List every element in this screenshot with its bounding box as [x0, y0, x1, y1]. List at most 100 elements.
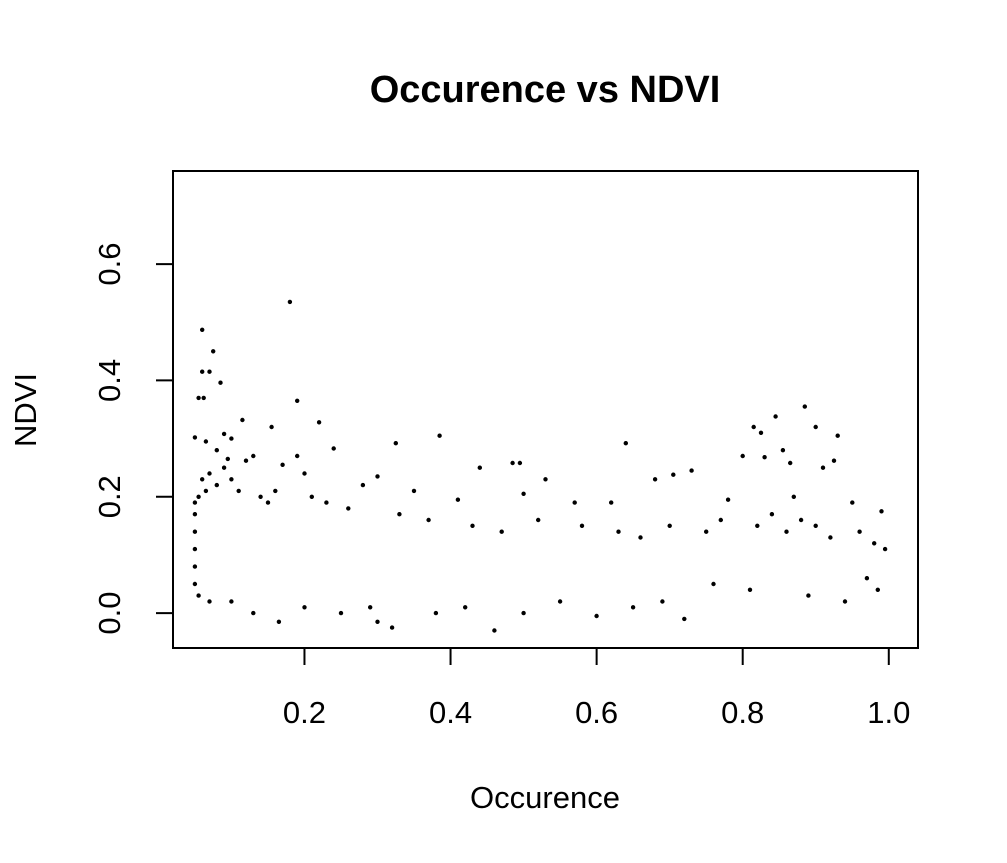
- data-point: [682, 616, 687, 622]
- data-point: [192, 529, 198, 534]
- data-point: [791, 494, 796, 499]
- data-point: [331, 446, 336, 451]
- data-point: [798, 517, 804, 523]
- data-point: [360, 482, 366, 488]
- data-point: [225, 456, 231, 462]
- data-point: [492, 628, 497, 633]
- data-point: [671, 472, 676, 477]
- data-point: [802, 404, 807, 409]
- x-axis-label: Occurence: [470, 780, 620, 815]
- data-point: [594, 613, 599, 619]
- x-tick-label: 0.6: [575, 695, 618, 730]
- data-point: [207, 369, 212, 374]
- y-tick-label: 0.4: [92, 359, 127, 402]
- data-point: [535, 517, 541, 523]
- data-point: [725, 497, 731, 502]
- data-point: [302, 605, 307, 610]
- data-point: [276, 619, 282, 624]
- x-axis: 0.2 0.4 0.6 0.8 1.0: [283, 647, 910, 730]
- x-tick-label: 1.0: [867, 695, 910, 730]
- data-point: [287, 299, 293, 305]
- y-tick-label: 0.2: [92, 475, 127, 518]
- data-point: [638, 535, 643, 540]
- data-point: [214, 482, 220, 488]
- data-point: [368, 605, 373, 610]
- data-point: [499, 529, 504, 534]
- data-point: [784, 529, 789, 534]
- data-point: [411, 488, 417, 494]
- x-tick-label: 0.4: [429, 695, 472, 730]
- data-point: [324, 500, 329, 505]
- data-point: [426, 517, 431, 523]
- data-point: [273, 488, 278, 494]
- data-point: [192, 435, 198, 440]
- data-point: [579, 523, 585, 528]
- data-point: [200, 327, 205, 332]
- data-point: [393, 441, 398, 446]
- data-point: [221, 431, 227, 437]
- data-point: [437, 433, 442, 438]
- data-point: [251, 453, 256, 459]
- data-point: [375, 619, 380, 624]
- data-point: [397, 511, 402, 517]
- data-point: [773, 414, 778, 419]
- data-point: [857, 529, 862, 534]
- data-point: [751, 424, 756, 430]
- data-point: [203, 439, 209, 444]
- data-point: [211, 349, 216, 354]
- data-point: [192, 500, 198, 505]
- data-point: [192, 581, 198, 587]
- data-point: [316, 420, 322, 425]
- plot-frame: [172, 170, 919, 649]
- data-point: [787, 460, 793, 466]
- data-point: [543, 477, 548, 482]
- data-point: [207, 471, 212, 476]
- data-point: [623, 441, 628, 446]
- data-point: [221, 465, 227, 470]
- data-point: [718, 517, 723, 523]
- data-point: [616, 529, 621, 534]
- data-point: [269, 424, 274, 430]
- data-point: [229, 599, 234, 604]
- data-point: [309, 494, 314, 499]
- data-point: [667, 523, 672, 528]
- x-tick-label: 0.2: [283, 695, 326, 730]
- data-point: [192, 511, 198, 517]
- data-point: [521, 491, 526, 496]
- data-point: [755, 523, 760, 528]
- data-point: [689, 468, 694, 473]
- data-point: [295, 398, 300, 403]
- data-point: [229, 477, 234, 482]
- data-point: [338, 610, 344, 616]
- data-point: [280, 462, 285, 467]
- data-point: [477, 465, 482, 470]
- data-point: [196, 494, 201, 499]
- data-point: [207, 599, 212, 604]
- data-point: [660, 599, 665, 604]
- data-point: [711, 581, 716, 587]
- data-point: [875, 587, 880, 592]
- data-point: [251, 610, 256, 616]
- data-point: [703, 529, 709, 534]
- data-point: [747, 587, 753, 592]
- data-point: [218, 380, 223, 385]
- data-point: [200, 369, 205, 374]
- data-point: [295, 453, 300, 459]
- data-point: [510, 460, 515, 466]
- y-tick-label: 0.6: [92, 243, 127, 286]
- data-point: [265, 500, 271, 505]
- data-point: [828, 535, 833, 540]
- data-point: [521, 610, 526, 616]
- data-point: [201, 395, 206, 401]
- data-point: [871, 541, 877, 546]
- data-point: [813, 424, 818, 430]
- data-point: [200, 477, 205, 482]
- data-point: [240, 417, 245, 423]
- data-point: [375, 474, 380, 479]
- data-point: [463, 605, 468, 610]
- data-point: [196, 395, 201, 401]
- data-point: [652, 477, 658, 482]
- data-point: [608, 500, 614, 505]
- points-layer: [192, 299, 888, 633]
